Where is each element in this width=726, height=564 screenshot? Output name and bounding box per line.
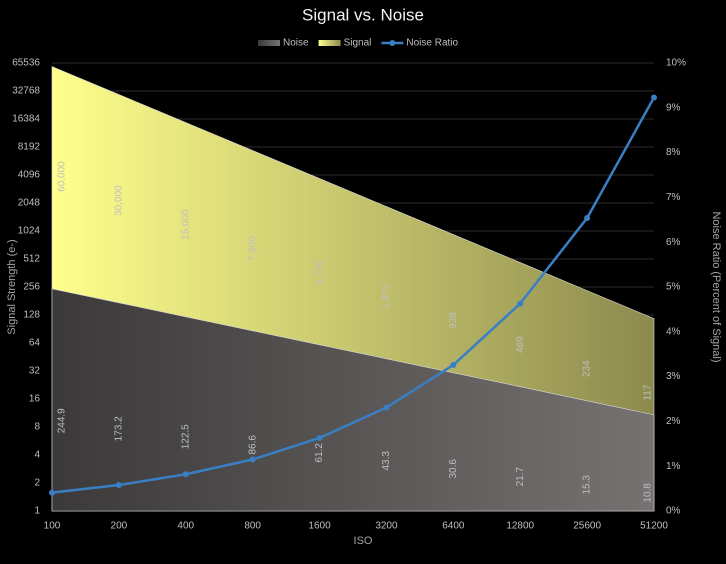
y2-tick-label: 0% [666, 506, 681, 517]
y2-tick-label: 10% [666, 58, 686, 69]
data-label: 30,000 [114, 185, 125, 216]
data-label: 86.6 [247, 435, 258, 455]
y-tick-label: 65536 [12, 58, 40, 69]
data-label: 21.7 [515, 467, 526, 487]
y2-tick-label: 3% [666, 371, 681, 382]
y-tick-label: 512 [23, 254, 40, 265]
legend-label: Noise [283, 38, 309, 49]
legend-label: Noise Ratio [406, 38, 458, 49]
chart-title: Signal vs. Noise [302, 5, 424, 24]
y-tick-label: 8192 [18, 142, 41, 153]
line [51, 96, 656, 494]
y2-tick-label: 1% [666, 461, 681, 472]
data-label: 1,875 [381, 284, 392, 309]
x-tick-label: 25600 [573, 521, 601, 532]
x-tick-label: 6400 [442, 521, 465, 532]
data-label: 173.2 [114, 416, 125, 441]
y-tick-label: 2048 [18, 198, 41, 209]
data-label: 15.3 [582, 475, 593, 495]
data-label: 234 [582, 360, 593, 377]
y-tick-label: 1024 [18, 226, 41, 237]
data-label: 43.3 [381, 451, 392, 471]
line-point [49, 489, 55, 496]
data-label: 61.2 [314, 443, 325, 463]
areas [51, 66, 655, 512]
legend-swatch [258, 40, 280, 46]
y-tick-label: 2 [34, 478, 40, 489]
x-tick-label: 200 [111, 521, 128, 532]
data-label: 117 [643, 384, 654, 400]
line-point [316, 434, 323, 441]
y-tick-label: 16384 [12, 114, 40, 125]
line-point [450, 361, 457, 368]
y2-tick-label: 5% [666, 282, 681, 293]
data-label: 7,500 [247, 236, 258, 261]
y-tick-label: 4096 [18, 170, 41, 181]
line-point [383, 404, 390, 411]
line-point [115, 482, 122, 489]
y2-tick-label: 9% [666, 102, 681, 113]
line-point [517, 300, 524, 307]
y-tick-label: 128 [23, 310, 40, 321]
legend-swatch [318, 40, 341, 46]
marks: 244.9 173.2 122.5 86.6 61.2 43.3 30.6 21.7 15.3 1… [49, 94, 657, 503]
x-tick-label: 100 [44, 521, 61, 532]
legend-swatch-point [389, 40, 396, 46]
data-label: 60,000 [57, 161, 68, 192]
y-tick-label: 4 [34, 450, 40, 461]
line-point [182, 471, 189, 478]
line-point [249, 456, 256, 463]
legend-label: Signal [344, 38, 372, 49]
x-tick-label: 1600 [308, 521, 331, 532]
data-label: 244.9 [57, 408, 68, 433]
x-tick-label: 3200 [375, 521, 398, 532]
x-tick-label: 12800 [506, 521, 534, 532]
y-tick-label: 32768 [12, 86, 40, 97]
y2-tick-label: 2% [666, 416, 681, 427]
area [51, 288, 655, 512]
y-tick-label: 64 [29, 338, 41, 349]
data-label: 938 [448, 312, 459, 329]
y2-tick-label: 4% [666, 326, 681, 337]
x-axis-title: ISO [354, 535, 373, 547]
y-tick-label: 256 [23, 282, 40, 293]
data-label: 3,750 [314, 260, 325, 285]
x-tick-label: 400 [177, 521, 194, 532]
y-tick-label: 1 [34, 506, 40, 517]
y-axis-title: Signal Strength (e-) [6, 239, 18, 334]
y2-axis-title: Noise Ratio (Percent of Signal) [710, 211, 722, 362]
y-tick-label: 16 [29, 394, 41, 405]
data-label: 15,000 [180, 209, 191, 240]
y-tick-label: 32 [29, 366, 41, 377]
line-point [584, 215, 591, 222]
y2-tick-label: 6% [666, 237, 681, 248]
x-tick-label: 800 [244, 521, 261, 532]
y2-tick-label: 7% [666, 192, 681, 203]
y2-tick-label: 8% [666, 147, 681, 158]
x-tick-label: 51200 [640, 521, 668, 532]
y-tick-label: 8 [34, 422, 40, 433]
data-label: 10.8 [643, 483, 654, 503]
data-label: 469 [515, 336, 526, 353]
data-label: 122.5 [180, 424, 191, 449]
line-point [651, 94, 657, 101]
data-label: 30.6 [448, 459, 459, 479]
